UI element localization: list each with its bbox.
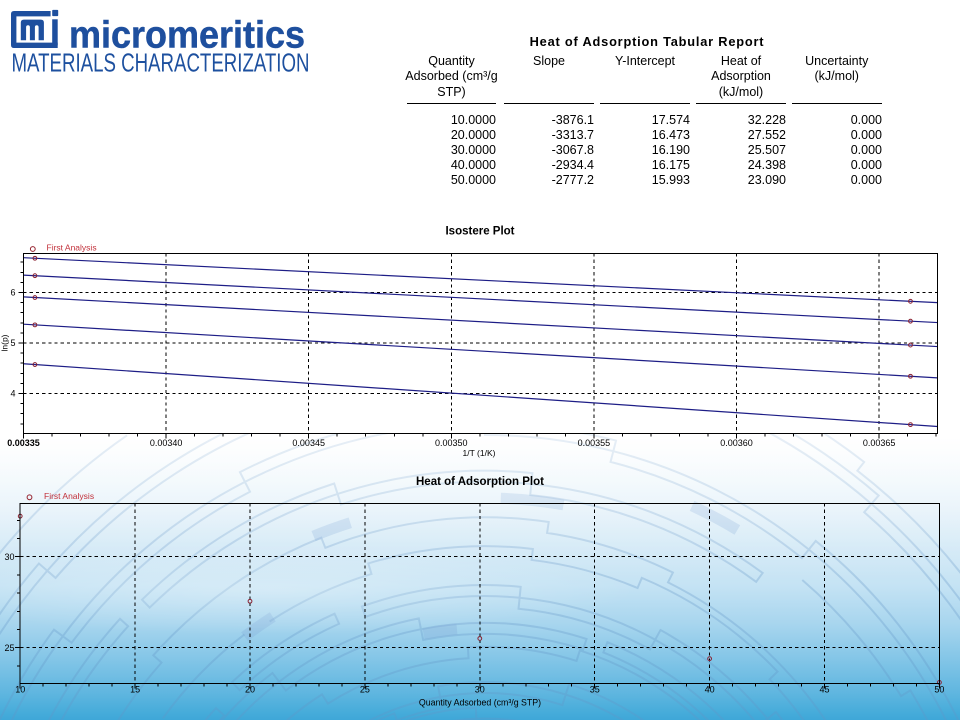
svg-text:1/T (1/K): 1/T (1/K) (463, 448, 496, 458)
svg-text:micromeritics: micromeritics (69, 15, 305, 57)
svg-text:30: 30 (475, 685, 485, 695)
svg-text:50: 50 (934, 685, 944, 695)
svg-text:First Analysis: First Analysis (47, 242, 97, 252)
svg-text:MATERIALS CHARACTERIZATION: MATERIALS CHARACTERIZATION (12, 50, 310, 78)
svg-text:15: 15 (130, 685, 140, 695)
svg-text:45: 45 (819, 685, 829, 695)
svg-text:6: 6 (10, 288, 15, 298)
svg-text:First Analysis: First Analysis (44, 491, 94, 501)
svg-text:35: 35 (590, 685, 600, 695)
svg-text:20: 20 (245, 685, 255, 695)
svg-text:Isostere Plot: Isostere Plot (445, 226, 514, 238)
svg-text:0.00355: 0.00355 (578, 438, 611, 448)
svg-text:30: 30 (4, 552, 14, 562)
svg-text:0.00340: 0.00340 (150, 438, 183, 448)
svg-text:4: 4 (10, 389, 15, 399)
svg-text:10: 10 (15, 685, 25, 695)
svg-text:5: 5 (10, 338, 15, 348)
svg-text:25: 25 (4, 643, 14, 653)
svg-text:ln(p): ln(p) (0, 334, 10, 351)
svg-text:Heat of Adsorption Plot: Heat of Adsorption Plot (416, 476, 544, 488)
svg-text:25: 25 (360, 685, 370, 695)
svg-text:0.00365: 0.00365 (863, 438, 896, 448)
svg-text:0.00350: 0.00350 (435, 438, 468, 448)
svg-text:0.00335: 0.00335 (7, 438, 40, 448)
svg-text:40: 40 (705, 685, 715, 695)
svg-text:0.00345: 0.00345 (292, 438, 325, 448)
svg-text:Quantity Adsorbed (cm³/g STP): Quantity Adsorbed (cm³/g STP) (419, 697, 541, 707)
svg-text:0.00360: 0.00360 (720, 438, 753, 448)
